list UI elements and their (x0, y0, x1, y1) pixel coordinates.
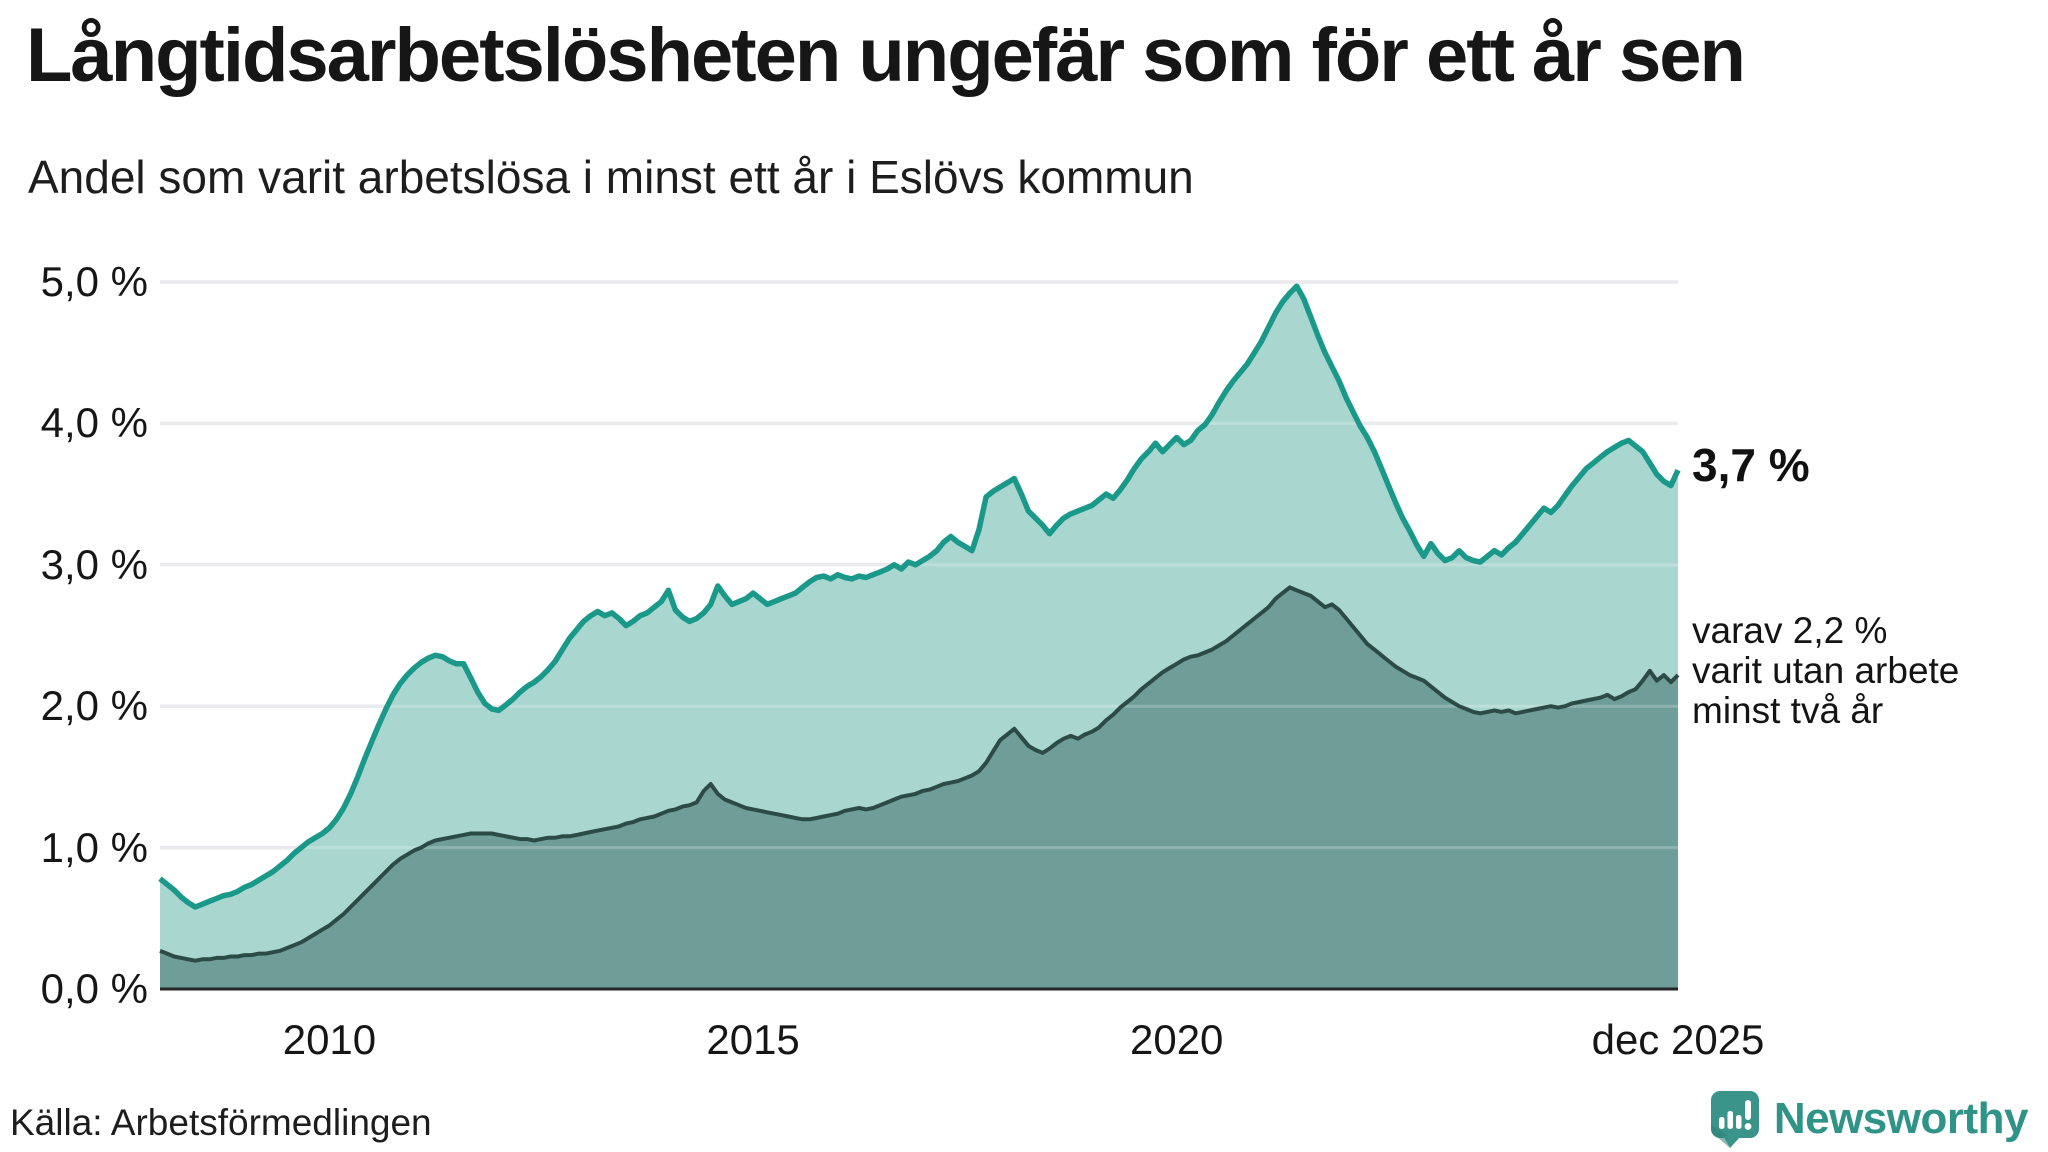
latest-value-label: 3,7 % (1692, 439, 1810, 491)
speech-bubble-bar-chart-icon (1710, 1091, 1759, 1148)
x-tick-label: 2015 (706, 1016, 800, 1063)
y-tick-label: 5,0 % (40, 258, 148, 305)
y-tick-label: 3,0 % (40, 540, 148, 588)
x-tick-label: 2010 (282, 1016, 377, 1063)
x-tick-label: dec 2025 (1591, 1016, 1765, 1063)
page-title: Långtidsarbetslösheten ungefär som för e… (26, 13, 1746, 98)
x-tick-label: 2020 (1129, 1016, 1224, 1063)
y-tick-label: 1,0 % (40, 823, 148, 871)
chart-subtitle: Andel som varit arbetslösa i minst ett å… (28, 151, 1194, 203)
y-tick-label: 4,0 % (40, 399, 148, 447)
branding-wordmark: Newsworthy (1773, 1094, 2029, 1143)
y-tick-label: 0,0 % (40, 965, 148, 1012)
annotation-line: varit utan arbete (1692, 650, 1960, 691)
annotation-line: minst två år (1692, 690, 1884, 731)
line-min-one-year (158, 283, 1681, 910)
secondary-series-annotation: varav 2,2 % varit utan arbete minst två … (1692, 611, 1959, 731)
annotation-line: varav 2,2 % (1692, 610, 1888, 651)
source-credit: Källa: Arbetsförmedlingen (10, 1102, 432, 1143)
newsworthy-branding: Newsworthy (1710, 1090, 2029, 1148)
area-fill-min-two-years (160, 587, 1678, 989)
line-min-two-years (159, 585, 1680, 963)
y-tick-label: 2,0 % (40, 682, 148, 730)
